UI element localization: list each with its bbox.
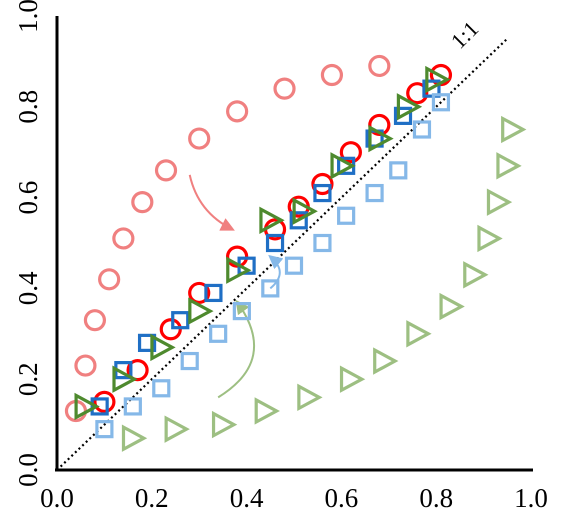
data-point-circle: [188, 127, 211, 150]
data-point-circle: [83, 309, 107, 332]
data-point-square: [90, 397, 109, 416]
data-point-triangle: [188, 297, 214, 325]
data-point-circle: [112, 227, 135, 250]
y-tick-label: 0.4: [13, 271, 43, 305]
data-point-circle: [226, 100, 249, 123]
data-point-triangle: [292, 197, 318, 225]
y-tick-label: 0.8: [13, 90, 43, 124]
data-point-square: [209, 324, 228, 343]
data-point-circle: [339, 141, 362, 164]
data-point-square: [393, 106, 413, 125]
y-tick-label: 0.2: [13, 362, 43, 396]
data-point-square: [204, 283, 223, 303]
annotations: [188, 174, 284, 399]
series-triangle: [121, 115, 527, 452]
curved-arrow: [217, 299, 256, 399]
data-point-triangle: [406, 320, 432, 348]
series-triangle: [74, 65, 451, 421]
data-point-square: [180, 351, 199, 371]
y-tick-label: 0.0: [13, 453, 43, 487]
data-point-triangle: [112, 365, 138, 393]
data-point-square: [389, 161, 408, 180]
x-tick-label: 0.0: [40, 483, 74, 513]
series-square: [90, 79, 441, 416]
data-point-square: [313, 183, 332, 203]
data-point-triangle: [211, 410, 238, 439]
data-point-triangle: [373, 347, 399, 375]
data-point-square: [431, 93, 451, 112]
data-point-triangle: [477, 224, 503, 253]
data-point-triangle: [396, 93, 423, 121]
one-to-one-line: [56, 37, 509, 471]
data-point-triangle: [164, 415, 190, 443]
data-point-square: [232, 302, 251, 321]
data-point-square: [261, 279, 280, 298]
data-point-triangle: [259, 206, 285, 234]
x-tick-label: 0.6: [325, 483, 359, 513]
curved-arrow: [268, 254, 284, 290]
data-point-circle: [131, 191, 154, 214]
x-tick-label: 0.8: [419, 483, 453, 513]
data-point-square: [265, 233, 285, 253]
data-point-square: [365, 183, 384, 203]
y-tick-label: 0.6: [13, 181, 43, 215]
series-square: [95, 93, 451, 439]
data-point-square: [152, 379, 171, 398]
data-point-square: [95, 420, 114, 439]
data-point-triangle: [368, 124, 394, 153]
data-point-circle: [406, 82, 429, 105]
data-point-circle: [126, 359, 149, 382]
data-point-circle: [98, 268, 121, 291]
data-point-circle: [311, 172, 334, 196]
data-point-square: [337, 206, 356, 225]
data-point-triangle: [501, 115, 527, 144]
y-tick-label: 1.0: [13, 0, 43, 33]
data-point-circle: [154, 159, 178, 182]
data-point-square: [123, 397, 142, 416]
x-tick-label: 1.0: [514, 483, 548, 513]
data-point-circle: [368, 54, 391, 78]
data-point-square: [422, 79, 441, 98]
data-point-triangle: [330, 152, 356, 180]
data-point-square: [412, 120, 432, 139]
data-point-triangle: [339, 365, 366, 393]
axes: [55, 16, 533, 472]
data-point-triangle: [226, 256, 252, 284]
one-to-one-label: 1:1: [446, 16, 484, 54]
data-point-square: [289, 211, 308, 230]
data-point-square: [284, 256, 304, 275]
x-tick-label: 0.2: [135, 483, 169, 513]
data-point-circle: [273, 77, 296, 100]
data-points: [64, 54, 527, 452]
tick-labels: 0.0 0.2 0.4 0.6 0.8 1.0 0.0 0.2 0.4 0.6 0.8 1.0: [13, 0, 548, 513]
data-point-triangle: [425, 65, 451, 94]
data-point-triangle: [297, 383, 323, 412]
data-point-triangle: [463, 261, 489, 289]
data-point-circle: [93, 390, 116, 413]
data-point-triangle: [439, 292, 465, 321]
data-point-circle: [320, 63, 344, 87]
data-point-triangle: [254, 397, 280, 425]
data-point-triangle: [496, 152, 522, 180]
series-circle: [64, 54, 391, 423]
data-point-circle: [188, 281, 211, 305]
data-point-square: [137, 333, 157, 352]
x-tick-label: 0.4: [230, 483, 264, 513]
data-point-square: [171, 311, 190, 330]
data-point-triangle: [486, 188, 513, 216]
curved-arrow: [188, 174, 235, 231]
data-point-circle: [368, 113, 391, 137]
data-point-square: [313, 233, 332, 253]
data-point-triangle: [121, 424, 148, 452]
data-point-circle: [74, 354, 97, 377]
data-point-triangle: [150, 333, 176, 362]
data-point-triangle: [74, 392, 100, 421]
